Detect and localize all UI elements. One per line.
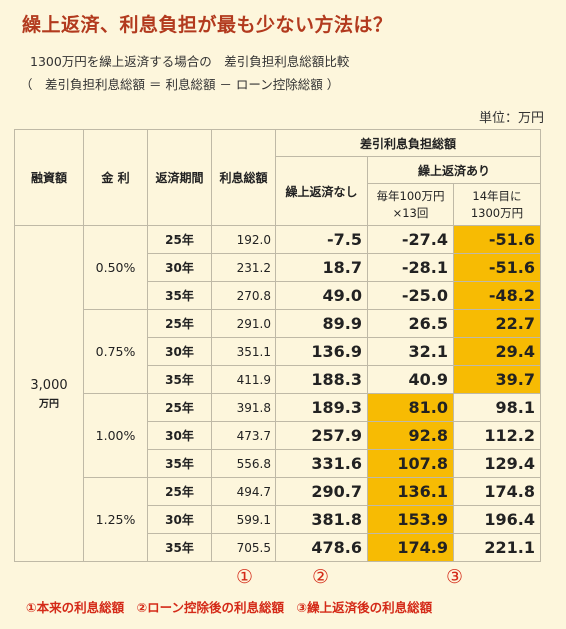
no-prepay-cell: -7.5 — [275, 225, 368, 254]
total-interest-cell: 391.8 — [211, 393, 276, 422]
table-row: 30年 231.2 18.7 -28.1 -51.6 — [15, 253, 541, 282]
total-interest-cell: 192.0 — [211, 225, 276, 254]
period-cell: 30年 — [147, 337, 212, 366]
no-prepay-cell: 188.3 — [275, 365, 368, 394]
annual-prepay-cell: -27.4 — [367, 225, 454, 254]
annual-prepay-cell: 153.9 — [367, 505, 454, 534]
header-option-annual-line1: 毎年100万円 — [376, 188, 445, 203]
no-prepay-cell: 381.8 — [275, 505, 368, 534]
total-interest-cell: 291.0 — [211, 309, 276, 338]
marker-3: ③ — [446, 566, 464, 588]
period-cell: 25年 — [147, 477, 212, 506]
period-cell: 25年 — [147, 309, 212, 338]
period-cell: 35年 — [147, 533, 212, 562]
period-cell: 30年 — [147, 253, 212, 282]
table-row: 0.75% 25年 291.0 89.9 26.5 22.7 — [15, 309, 541, 394]
total-interest-cell: 231.2 — [211, 253, 276, 282]
loan-amount-unit: 万円 — [39, 398, 59, 410]
header-option-lump-line2: 1300万円 — [470, 205, 524, 220]
no-prepay-cell: 18.7 — [275, 253, 368, 282]
rate-cell: 0.50% — [83, 225, 148, 310]
table-row: 1.00% 25年 391.8 189.3 81.0 98.1 — [15, 393, 541, 478]
loan-amount-cell: 3,000 万円 — [14, 225, 84, 562]
annual-prepay-cell: -28.1 — [367, 253, 454, 282]
period-cell: 30年 — [147, 421, 212, 450]
annual-prepay-cell: 174.9 — [367, 533, 454, 562]
rate-cell: 1.25% — [83, 477, 148, 562]
lump-prepay-cell: -48.2 — [453, 281, 541, 310]
annual-prepay-cell: 81.0 — [367, 393, 454, 422]
period-cell: 35年 — [147, 365, 212, 394]
subtitle-comparison: 1300万円を繰上返済する場合の 差引負担利息総額比較 — [30, 54, 350, 69]
total-interest-cell: 473.7 — [211, 421, 276, 450]
total-interest-cell: 494.7 — [211, 477, 276, 506]
header-option-annual-line2: ×13回 — [392, 205, 429, 220]
annual-prepay-cell: 107.8 — [367, 449, 454, 478]
loan-amount-value: 3,000 — [30, 377, 68, 393]
period-cell: 30年 — [147, 505, 212, 534]
table-row: 1.25% 25年 494.7 290.7 136.1 174.8 — [15, 477, 541, 562]
header-period: 返済期間 — [147, 129, 212, 226]
total-interest-cell: 556.8 — [211, 449, 276, 478]
rate-cell: 1.00% — [83, 393, 148, 478]
lump-prepay-cell: 98.1 — [453, 393, 541, 422]
header-option-lump: 14年目に 1300万円 — [453, 183, 541, 226]
total-interest-cell: 599.1 — [211, 505, 276, 534]
table-row: 35年 270.8 49.0 -25.0 -48.2 — [15, 281, 541, 310]
header-net-total: 差引利息負担総額 — [275, 129, 541, 157]
lump-prepay-cell: 196.4 — [453, 505, 541, 534]
no-prepay-cell: 189.3 — [275, 393, 368, 422]
lump-prepay-cell: 22.7 — [453, 309, 541, 338]
period-cell: 25年 — [147, 225, 212, 254]
marker-1: ① — [236, 566, 254, 588]
annual-prepay-cell: -25.0 — [367, 281, 454, 310]
lump-prepay-cell: 39.7 — [453, 365, 541, 394]
no-prepay-cell: 290.7 — [275, 477, 368, 506]
table-row: 3,000 万円 0.50% 25年 192.0 -7.5 -27.4 -51.6 — [14, 225, 541, 562]
total-interest-cell: 270.8 — [211, 281, 276, 310]
header-with-prepay: 繰上返済あり — [367, 156, 541, 184]
header-no-prepay: 繰上返済なし — [275, 156, 368, 226]
header-option-annual: 毎年100万円 ×13回 — [367, 183, 454, 226]
lump-prepay-cell: 112.2 — [453, 421, 541, 450]
period-cell: 35年 — [147, 281, 212, 310]
header-loan-amount: 融資額 — [14, 129, 84, 226]
header-total-interest: 利息総額 — [211, 129, 276, 226]
lump-prepay-cell: 221.1 — [453, 533, 541, 562]
no-prepay-cell: 331.6 — [275, 449, 368, 478]
header-rate: 金 利 — [83, 129, 148, 226]
annual-prepay-cell: 26.5 — [367, 309, 454, 338]
annual-prepay-cell: 92.8 — [367, 421, 454, 450]
period-cell: 35年 — [147, 449, 212, 478]
table-row: 35年 705.5 478.6 174.9 221.1 — [15, 533, 541, 562]
unit-label: 単位：万円 — [478, 111, 544, 126]
interest-comparison-table: 融資額 金 利 返済期間 利息総額 差引利息負担総額 繰上返済なし 繰上返済あり… — [14, 129, 541, 562]
total-interest-cell: 351.1 — [211, 337, 276, 366]
header-option-lump-line1: 14年目に — [472, 188, 522, 203]
period-cell: 25年 — [147, 393, 212, 422]
lump-prepay-cell: 29.4 — [453, 337, 541, 366]
table-row: 30年 351.1 136.9 32.1 29.4 — [15, 337, 541, 366]
lump-prepay-cell: -51.6 — [453, 225, 541, 254]
lump-prepay-cell: 129.4 — [453, 449, 541, 478]
no-prepay-cell: 49.0 — [275, 281, 368, 310]
lump-prepay-cell: 174.8 — [453, 477, 541, 506]
total-interest-cell: 411.9 — [211, 365, 276, 394]
annual-prepay-cell: 136.1 — [367, 477, 454, 506]
annual-prepay-cell: 32.1 — [367, 337, 454, 366]
lump-prepay-cell: -51.6 — [453, 253, 541, 282]
no-prepay-cell: 136.9 — [275, 337, 368, 366]
marker-2: ② — [312, 566, 330, 588]
no-prepay-cell: 478.6 — [275, 533, 368, 562]
table-row: 30年 473.7 257.9 92.8 112.2 — [15, 421, 541, 450]
subtitle-formula: （ 差引負担利息総額 ＝ 利息総額 － ローン控除総額 ） — [20, 77, 340, 92]
page-title: 繰上返済、利息負担が最も少ない方法は？ — [22, 14, 393, 36]
no-prepay-cell: 89.9 — [275, 309, 368, 338]
no-prepay-cell: 257.9 — [275, 421, 368, 450]
table-row: 35年 411.9 188.3 40.9 39.7 — [15, 365, 541, 394]
rate-cell: 0.75% — [83, 309, 148, 394]
legend: ①本来の利息総額 ②ローン控除後の利息総額 ③繰上返済後の利息総額 — [26, 600, 433, 615]
annual-prepay-cell: 40.9 — [367, 365, 454, 394]
total-interest-cell: 705.5 — [211, 533, 276, 562]
